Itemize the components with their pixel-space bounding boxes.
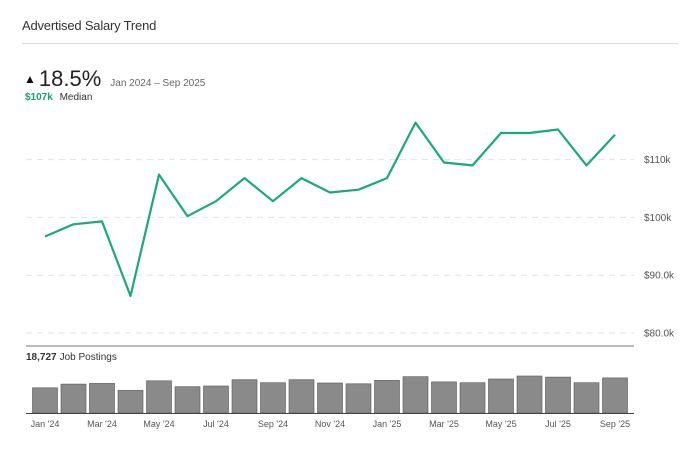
salary-point[interactable] (356, 187, 361, 192)
salary-point[interactable] (100, 219, 105, 224)
x-axis-ticks: Jan '24 Mar '24 May '24 Jul '24 Sep '24 Nov '… (31, 419, 631, 429)
y-tick-label: $80.0k (644, 329, 675, 340)
salary-point[interactable] (157, 172, 162, 177)
postings-count: 18,727 (26, 352, 57, 363)
postings-bar[interactable] (89, 383, 115, 414)
postings-bar[interactable] (488, 378, 514, 414)
postings-bar[interactable] (260, 382, 286, 414)
postings-bar[interactable] (317, 382, 343, 414)
salary-point[interactable] (556, 127, 561, 132)
x-tick-label: Jul '24 (203, 419, 229, 429)
x-tick-label: Jul '25 (545, 419, 571, 429)
postings-bar[interactable] (174, 386, 201, 414)
postings-bar[interactable] (288, 379, 315, 414)
postings-bar[interactable] (402, 376, 429, 414)
chart-title: Advertised Salary Trend (22, 18, 157, 33)
y-axis-ticks: $110k $100k $90.0k $80.0k (644, 155, 675, 339)
y-tick-label: $90.0k (644, 271, 675, 282)
postings-bar[interactable] (573, 382, 600, 414)
x-tick-label: Nov '24 (315, 419, 345, 429)
postings-bar[interactable] (146, 380, 172, 414)
postings-bar[interactable] (374, 380, 400, 414)
salary-point[interactable] (128, 294, 133, 299)
salary-point[interactable] (470, 163, 475, 168)
salary-line[interactable] (44, 121, 616, 298)
salary-point[interactable] (71, 222, 76, 227)
postings-bar[interactable] (431, 381, 457, 414)
postings-bar[interactable] (60, 383, 87, 414)
median-value: $107k (25, 92, 53, 103)
y-tick-label: $100k (644, 213, 672, 224)
postings-bar[interactable] (516, 375, 543, 414)
salary-point[interactable] (499, 131, 504, 136)
postings-summary: 18,727 Job Postings (26, 352, 117, 363)
salary-point[interactable] (613, 132, 618, 137)
salary-point[interactable] (242, 176, 247, 181)
x-tick-label: Sep '25 (600, 419, 630, 429)
salary-point[interactable] (527, 131, 532, 136)
x-tick-label: Sep '24 (258, 419, 288, 429)
median-summary: $107k Median (25, 92, 92, 103)
salary-point[interactable] (299, 176, 304, 181)
x-tick-label: Mar '24 (87, 419, 117, 429)
salary-points (43, 120, 618, 298)
salary-point[interactable] (413, 120, 418, 125)
postings-bar[interactable] (203, 385, 229, 414)
salary-point[interactable] (43, 234, 48, 239)
postings-bar[interactable] (117, 390, 144, 414)
kpi-change: ▲ 18.5% Jan 2024 – Sep 2025 (24, 66, 205, 92)
x-tick-label: Jan '24 (31, 419, 60, 429)
postings-bar[interactable] (231, 379, 258, 414)
title-divider (22, 43, 678, 44)
salary-point[interactable] (271, 199, 276, 204)
kpi-date-range: Jan 2024 – Sep 2025 (110, 78, 206, 89)
salary-point[interactable] (584, 163, 589, 168)
kpi-change-value: 18.5% (38, 66, 102, 91)
postings-bar[interactable] (345, 383, 372, 414)
postings-label: Job Postings (59, 352, 117, 363)
x-tick-label: May '25 (485, 419, 516, 429)
x-tick-label: May '24 (143, 419, 174, 429)
salary-point[interactable] (385, 176, 390, 181)
salary-point[interactable] (328, 190, 333, 195)
postings-bar[interactable] (602, 377, 628, 414)
triangle-up-icon: ▲ (24, 72, 36, 86)
grid-lines (26, 159, 634, 334)
y-tick-label: $110k (644, 155, 672, 166)
x-tick-label: Mar '25 (429, 419, 459, 429)
salary-point[interactable] (185, 214, 190, 219)
x-tick-label: Jan '25 (373, 419, 402, 429)
postings-bar[interactable] (545, 376, 571, 414)
postings-bar[interactable] (32, 387, 58, 414)
postings-bars (32, 375, 628, 414)
salary-point[interactable] (442, 160, 447, 165)
salary-point[interactable] (214, 199, 219, 204)
median-label: Median (59, 92, 93, 103)
postings-bar[interactable] (459, 382, 486, 414)
